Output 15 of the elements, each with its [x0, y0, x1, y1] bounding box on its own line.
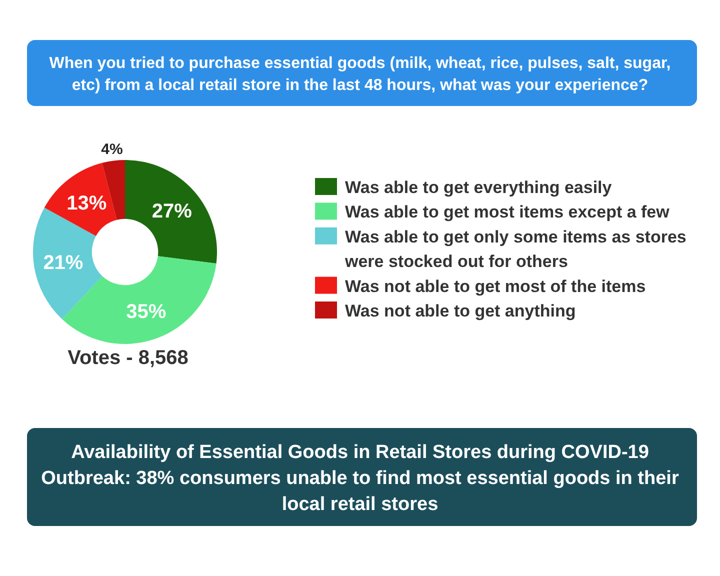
legend-label: Was able to get most items except a few [345, 202, 670, 222]
legend-label: Was able to get only some items as stores were stocked out for others [344, 227, 686, 271]
text: Availability of Essential Goods in Retail Stores during COVID-19 Outbreak: 38% consumers unable to find most essential goods in their local retail stores [41, 442, 680, 516]
text: Votes - 8,568 [68, 347, 188, 369]
data-label: 4% [101, 141, 123, 158]
legend-label: Was able to get everything easily [345, 178, 612, 197]
legend-label: Was not able to get most of the items [345, 276, 646, 296]
donut-slice [44, 162, 117, 236]
data-label: 21% [43, 252, 84, 274]
data-label: 35% [126, 300, 166, 323]
data-label: 13% [66, 192, 107, 215]
data-label: 27% [152, 200, 192, 223]
legend-label: Was not able to get anything [345, 301, 576, 320]
donut-slice [125, 160, 217, 264]
chart-title: When you tried to purchase essential goods (milk, wheat, rice, pulses, salt, sugar, etc) from a local retail store in the last 48 hours, what was your experience? [49, 54, 671, 94]
